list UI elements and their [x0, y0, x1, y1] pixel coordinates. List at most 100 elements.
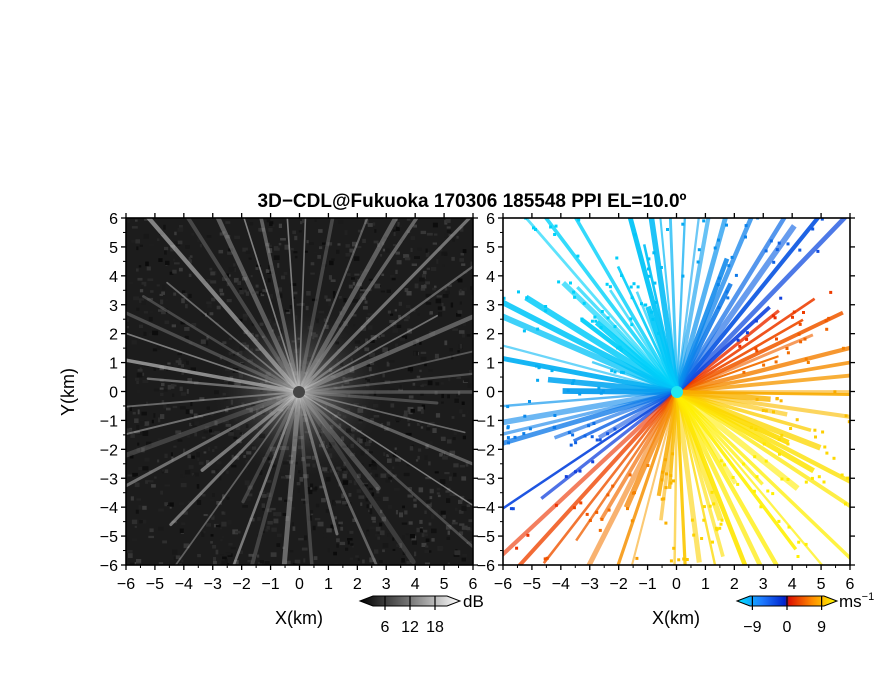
- noise-speck: [219, 288, 223, 293]
- velocity-pixel: [557, 280, 561, 284]
- noise-speck: [420, 230, 427, 235]
- noise-speck: [442, 514, 446, 519]
- noise-speck: [459, 289, 462, 293]
- noise-speck: [144, 421, 150, 426]
- velocity-pixel: [816, 249, 820, 253]
- x-tick-label: −2: [610, 576, 628, 593]
- noise-speck: [262, 506, 266, 511]
- left-colorbar-unit: dB: [463, 592, 484, 611]
- x-tick-label: 5: [817, 576, 826, 593]
- noise-speck: [434, 233, 438, 236]
- noise-speck: [188, 257, 191, 261]
- noise-speck: [399, 512, 403, 518]
- noise-speck: [268, 264, 273, 270]
- velocity-pixel: [600, 517, 604, 521]
- noise-speck: [304, 535, 307, 541]
- velocity-pixel: [734, 273, 738, 277]
- velocity-ray: [503, 389, 678, 426]
- velocity-pixel: [646, 464, 650, 467]
- x-tick-label: −3: [581, 576, 599, 593]
- velocity-pixel: [682, 557, 686, 561]
- velocity-pixel: [814, 435, 817, 439]
- velocity-pixel: [506, 425, 510, 429]
- noise-speck: [178, 267, 183, 272]
- noise-speck: [362, 559, 365, 564]
- noise-speck: [249, 222, 254, 226]
- noise-speck: [284, 517, 290, 521]
- noise-speck: [377, 218, 383, 222]
- velocity-pixel: [630, 323, 634, 327]
- velocity-pixel: [553, 414, 557, 417]
- y-tick-label: 6: [109, 211, 118, 228]
- noise-speck: [137, 442, 140, 446]
- noise-speck: [277, 263, 280, 268]
- velocity-pixel: [714, 153, 717, 156]
- noise-speck: [439, 479, 446, 484]
- velocity-pixel: [818, 157, 821, 160]
- noise-speck: [247, 560, 252, 563]
- noise-speck: [435, 382, 440, 386]
- noise-speck: [441, 401, 444, 404]
- noise-speck: [185, 409, 192, 415]
- velocity-pixel: [789, 427, 793, 430]
- velocity-pixel: [833, 390, 837, 394]
- velocity-pixel: [592, 422, 596, 425]
- left-xlabel: X(km): [275, 608, 323, 628]
- noise-speck: [212, 545, 217, 549]
- velocity-pixel: [764, 409, 768, 413]
- velocity-pixel: [769, 239, 773, 243]
- noise-speck: [462, 435, 466, 440]
- velocity-pixel: [749, 426, 753, 430]
- noise-speck: [420, 409, 424, 414]
- velocity-pixel: [754, 319, 758, 323]
- noise-speck: [321, 498, 326, 503]
- noise-speck: [247, 493, 253, 497]
- noise-speck: [333, 502, 336, 506]
- noise-speck: [420, 356, 427, 361]
- noise-speck: [318, 229, 323, 233]
- velocity-pixel: [636, 567, 639, 570]
- noise-speck: [203, 514, 208, 517]
- noise-speck: [323, 533, 327, 538]
- noise-speck: [250, 275, 253, 278]
- noise-speck: [425, 476, 431, 480]
- velocity-pixel: [696, 260, 700, 264]
- noise-speck: [460, 227, 464, 232]
- noise-speck: [414, 551, 417, 557]
- noise-speck: [131, 340, 137, 345]
- noise-speck: [413, 224, 417, 228]
- noise-speck: [314, 219, 317, 222]
- noise-speck: [367, 223, 373, 227]
- noise-speck: [395, 226, 400, 231]
- noise-speck: [277, 293, 283, 299]
- velocity-pixel: [719, 522, 723, 526]
- noise-speck: [426, 427, 431, 431]
- velocity-pixel: [726, 296, 730, 300]
- noise-speck: [294, 235, 298, 241]
- velocity-pixel: [626, 507, 629, 511]
- velocity-pixel: [777, 241, 781, 245]
- velocity-ray: [676, 360, 850, 394]
- noise-speck: [406, 463, 412, 467]
- noise-speck: [343, 491, 349, 494]
- velocity-pixel: [528, 400, 531, 403]
- velocity-pixel: [599, 326, 603, 330]
- noise-speck: [405, 433, 410, 436]
- noise-speck: [352, 281, 356, 286]
- velocity-pixel: [573, 295, 577, 299]
- noise-speck: [353, 480, 357, 486]
- noise-speck: [160, 382, 165, 387]
- velocity-pixel: [690, 518, 694, 522]
- noise-speck: [284, 563, 288, 565]
- noise-speck: [137, 368, 143, 372]
- noise-speck: [388, 453, 392, 456]
- noise-speck: [421, 404, 426, 410]
- noise-speck: [421, 284, 427, 289]
- noise-speck: [348, 480, 352, 484]
- velocity-pixel: [657, 145, 660, 148]
- noise-speck: [176, 309, 182, 313]
- velocity-pixel: [536, 378, 540, 382]
- noise-speck: [417, 247, 423, 251]
- velocity-ray: [675, 218, 787, 394]
- noise-speck: [416, 422, 420, 426]
